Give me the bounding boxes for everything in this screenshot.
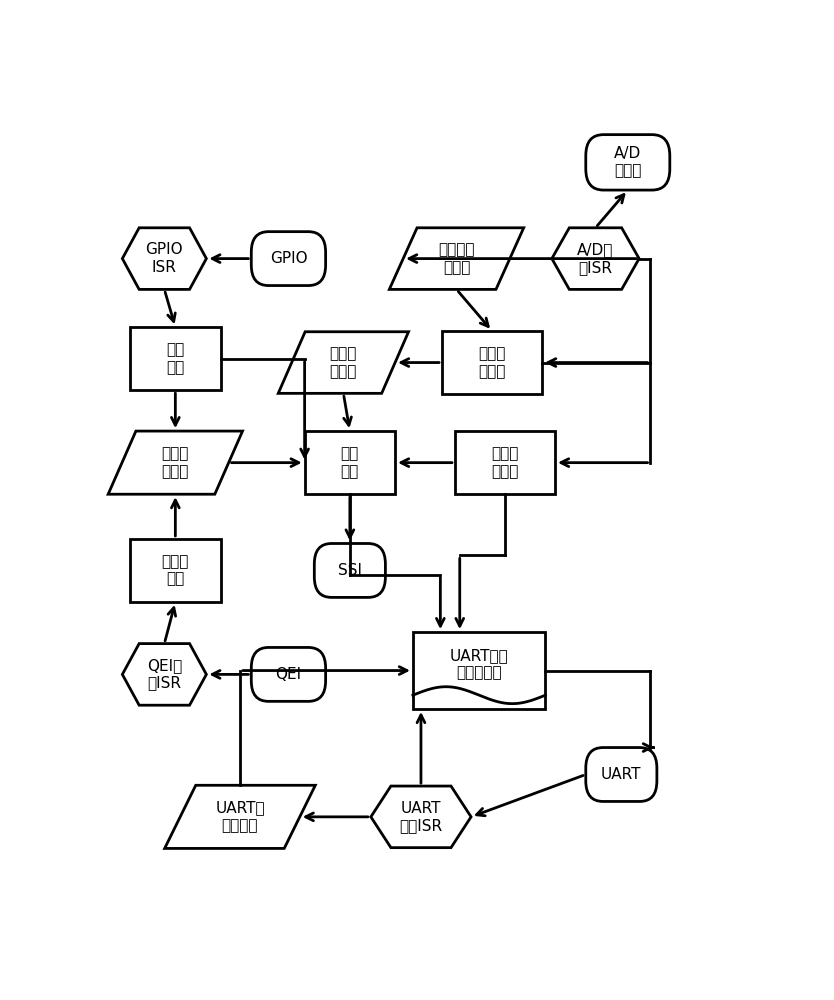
Bar <box>304 431 395 494</box>
Text: A/D
转换器: A/D 转换器 <box>614 146 641 179</box>
Text: UART接
收缓冲区: UART接 收缓冲区 <box>215 801 265 833</box>
Text: 命令处
理任务: 命令处 理任务 <box>491 446 519 479</box>
Text: 编码器
任务: 编码器 任务 <box>162 554 189 587</box>
Text: 采样数据
缓冲区: 采样数据 缓冲区 <box>438 242 475 275</box>
Text: UART发送
接收中间件: UART发送 接收中间件 <box>450 648 509 681</box>
Text: GPIO: GPIO <box>269 251 307 266</box>
Text: 焊接给
定参数: 焊接给 定参数 <box>162 446 189 479</box>
Bar <box>455 431 555 494</box>
Text: UART
接收ISR: UART 接收ISR <box>399 801 443 833</box>
Text: UART: UART <box>601 767 641 782</box>
Text: GPIO
ISR: GPIO ISR <box>146 242 183 275</box>
Text: 焊接状
态参数: 焊接状 态参数 <box>329 346 357 379</box>
Text: QEI: QEI <box>275 667 302 682</box>
Bar <box>442 331 542 394</box>
Text: 数据处
理任务: 数据处 理任务 <box>479 346 505 379</box>
Text: QEI定
时ISR: QEI定 时ISR <box>147 658 182 691</box>
Bar <box>130 327 220 390</box>
Bar <box>130 539 220 602</box>
Text: SSI: SSI <box>338 563 362 578</box>
Text: 显示
任务: 显示 任务 <box>341 446 359 479</box>
Text: A/D采
样ISR: A/D采 样ISR <box>577 242 614 275</box>
Text: 键盘
任务: 键盘 任务 <box>166 342 184 375</box>
Bar <box>413 632 545 709</box>
